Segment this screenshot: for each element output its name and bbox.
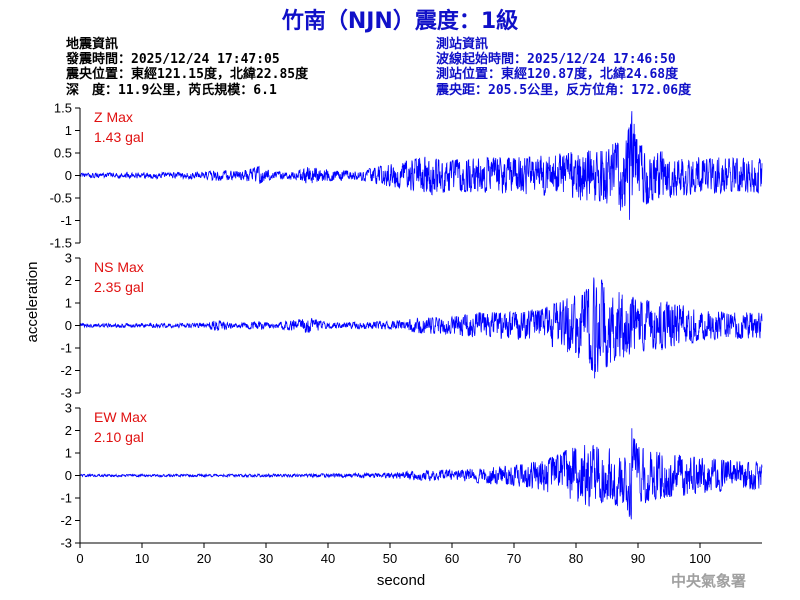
panel-z: -1.5 -1 -0.5 0 0.5 1 1.5 Z Max 1.43 gal xyxy=(50,101,763,251)
max-label-z: Z Max xyxy=(94,109,133,125)
x-tick-label: 20 xyxy=(197,551,211,566)
y-tick-label: 0.5 xyxy=(54,146,72,161)
y-tick-label: 0 xyxy=(65,168,72,183)
y-tick-label: 2 xyxy=(65,423,72,438)
x-tick-label: 50 xyxy=(383,551,397,566)
trace-ns xyxy=(79,277,763,379)
y-axis-label: acceleration xyxy=(24,262,41,343)
station-location: 測站位置：東經120.87度，北緯24.68度 xyxy=(436,66,679,82)
y-tick-label: -1 xyxy=(60,491,72,506)
y-tick-label: -3 xyxy=(60,386,72,401)
y-tick-label: 0 xyxy=(65,318,72,333)
epicenter: 震央位置：東經121.15度，北緯22.85度 xyxy=(65,66,309,82)
y-tick-label: -3 xyxy=(60,536,72,551)
panel-ns: -3 -2 -1 0 1 2 3 NS Max 2.35 gal xyxy=(60,251,763,401)
panel-ew: -3 -2 -1 0 1 2 3 EW Max 2.10 gal xyxy=(60,401,763,551)
depth-magnitude: 深 度：11.9公里，芮氏規模：6.1 xyxy=(66,82,277,98)
chart-title: 竹南（NJN）震度：1級 xyxy=(281,8,518,34)
origin-time: 發震時間：2025/12/24 17:47:05 xyxy=(65,51,280,67)
event-info: 地震資訊 發震時間：2025/12/24 17:47:05 震央位置：東經121… xyxy=(65,36,309,98)
y-tick-label: 0 xyxy=(65,468,72,483)
x-tick-label: 100 xyxy=(689,551,711,566)
station-info: 測站資訊 波線起始時間：2025/12/24 17:46:50 測站位置：東經1… xyxy=(435,36,692,98)
y-tick-label: 3 xyxy=(65,401,72,416)
x-tick-label: 70 xyxy=(507,551,521,566)
y-tick-label: 1 xyxy=(65,296,72,311)
y-tick-label: -2 xyxy=(60,363,72,378)
y-tick-label: 2 xyxy=(65,273,72,288)
x-tick-label: 90 xyxy=(631,551,645,566)
y-tick-label: 1.5 xyxy=(54,101,72,116)
y-tick-label: 1 xyxy=(65,446,72,461)
max-value-ns: 2.35 gal xyxy=(94,279,144,295)
max-value-z: 1.43 gal xyxy=(94,129,144,145)
y-tick-label: -2 xyxy=(60,513,72,528)
station-info-heading: 測站資訊 xyxy=(436,36,488,52)
y-tick-label: -0.5 xyxy=(50,191,72,206)
trace-z xyxy=(79,111,763,220)
panels: -1.5 -1 -0.5 0 0.5 1 1.5 Z Max 1.43 gal -3 -2 -1 0 1 2… xyxy=(50,101,763,566)
y-tick-label: -1.5 xyxy=(50,236,72,251)
x-tick-label: 0 xyxy=(76,551,83,566)
wave-start-time: 波線起始時間：2025/12/24 17:46:50 xyxy=(436,51,676,67)
event-info-heading: 地震資訊 xyxy=(66,36,118,52)
x-tick-label: 10 xyxy=(135,551,149,566)
x-tick-label: 40 xyxy=(321,551,335,566)
y-tick-label: 1 xyxy=(65,123,72,138)
epicentral-distance: 震央距：205.5公里，反方位角：172.06度 xyxy=(435,82,692,98)
agency-label: 中央氣象署 xyxy=(671,572,746,590)
max-label-ew: EW Max xyxy=(94,409,147,425)
y-tick-label: -1 xyxy=(60,213,72,228)
x-tick-label: 80 xyxy=(569,551,583,566)
x-axis-label: second xyxy=(377,572,425,589)
max-value-ew: 2.10 gal xyxy=(94,429,144,445)
x-axis: 0 10 20 30 40 50 60 70 80 90 100 xyxy=(76,542,762,566)
x-tick-label: 60 xyxy=(445,551,459,566)
x-tick-label: 30 xyxy=(259,551,273,566)
trace-ew xyxy=(79,428,763,520)
y-tick-label: -1 xyxy=(60,341,72,356)
max-label-ns: NS Max xyxy=(94,259,144,275)
y-tick-label: 3 xyxy=(65,251,72,266)
